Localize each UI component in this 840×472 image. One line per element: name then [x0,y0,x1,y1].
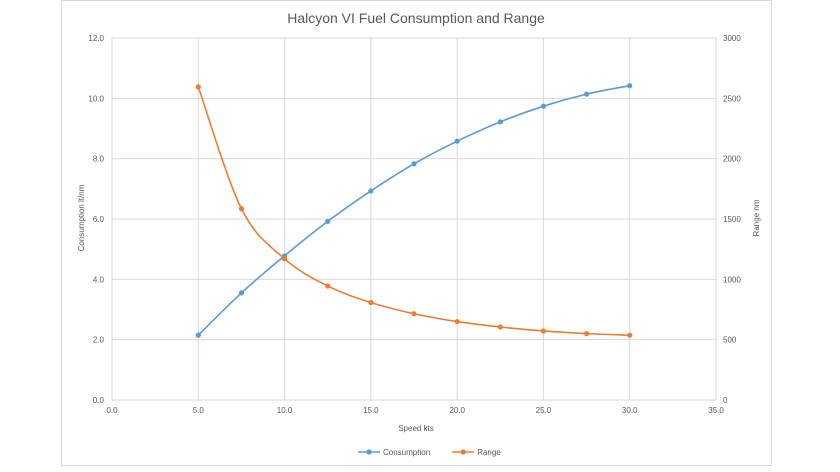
range-point [454,318,460,325]
y2-tick-label: 3000 [723,34,741,43]
consumption-point [497,119,503,125]
consumption-point [195,332,201,338]
y2-tick-label: 1000 [723,275,741,284]
range-point [411,311,417,317]
range-point [325,283,331,289]
consumption-line [197,84,630,336]
range-point [368,299,374,306]
range-legend-label: Range [477,448,501,457]
x-tick-label: 25.0 [536,406,552,415]
x-tick-label: 15.0 [363,406,379,415]
y2-tick-label: 0 [723,396,728,405]
consumption-point [325,218,331,225]
gridlines [111,37,717,401]
consumption-point [368,188,374,194]
y2-tick-label: 2000 [723,155,741,164]
x-tick-label: 0.0 [106,406,118,415]
left-axis-ticks: 0.0 2.0 4.0 6.0 8.0 10.0 12.0 [88,34,104,405]
consumption-point [583,91,590,97]
consumption-point [238,290,245,296]
y-tick-label: 8.0 [93,155,105,164]
consumption-point [454,138,460,144]
range-point [540,328,547,334]
y2-tick-label: 1500 [723,215,741,224]
consumption-point [411,161,417,167]
chart-frame [61,0,772,466]
consumption-legend-marker [366,449,372,455]
y2-axis-label: Range nm [752,199,761,236]
y-tick-label: 2.0 [93,336,105,345]
y-tick-label: 0.0 [93,396,105,405]
range-legend-marker [460,449,466,455]
range-point [195,84,201,90]
consumption-point [540,103,547,109]
consumption-legend-label: Consumption [383,448,430,457]
range-line [197,86,630,337]
range-point [583,331,590,337]
y-tick-label: 4.0 [93,275,105,284]
range-point [238,206,245,212]
x-axis-ticks: 0.0 5.0 10.0 15.0 20.0 25.0 30.0 35.0 [106,406,724,415]
legend: Consumption Range [358,448,501,457]
y2-tick-label: 2500 [723,94,741,103]
x-tick-label: 5.0 [193,406,205,415]
y-axis-label: Consumption lt/nm [77,184,86,251]
x-axis-label: Speed kts [398,424,434,433]
y-tick-label: 6.0 [93,215,105,224]
y-tick-label: 10.0 [88,94,104,103]
y-tick-label: 12.0 [88,34,104,43]
range-point [497,324,503,330]
series-layer [195,83,633,338]
range-point [281,256,288,262]
consumption-point [627,83,633,89]
x-tick-label: 35.0 [708,406,724,415]
x-tick-label: 20.0 [449,406,465,415]
chart-title: Halcyon VI Fuel Consumption and Range [287,10,545,26]
y2-tick-label: 500 [723,336,737,345]
x-tick-label: 10.0 [277,406,293,415]
right-axis-ticks: 0 500 1000 1500 2000 2500 3000 [723,34,741,405]
x-tick-label: 30.0 [622,406,638,415]
range-point [627,332,633,338]
